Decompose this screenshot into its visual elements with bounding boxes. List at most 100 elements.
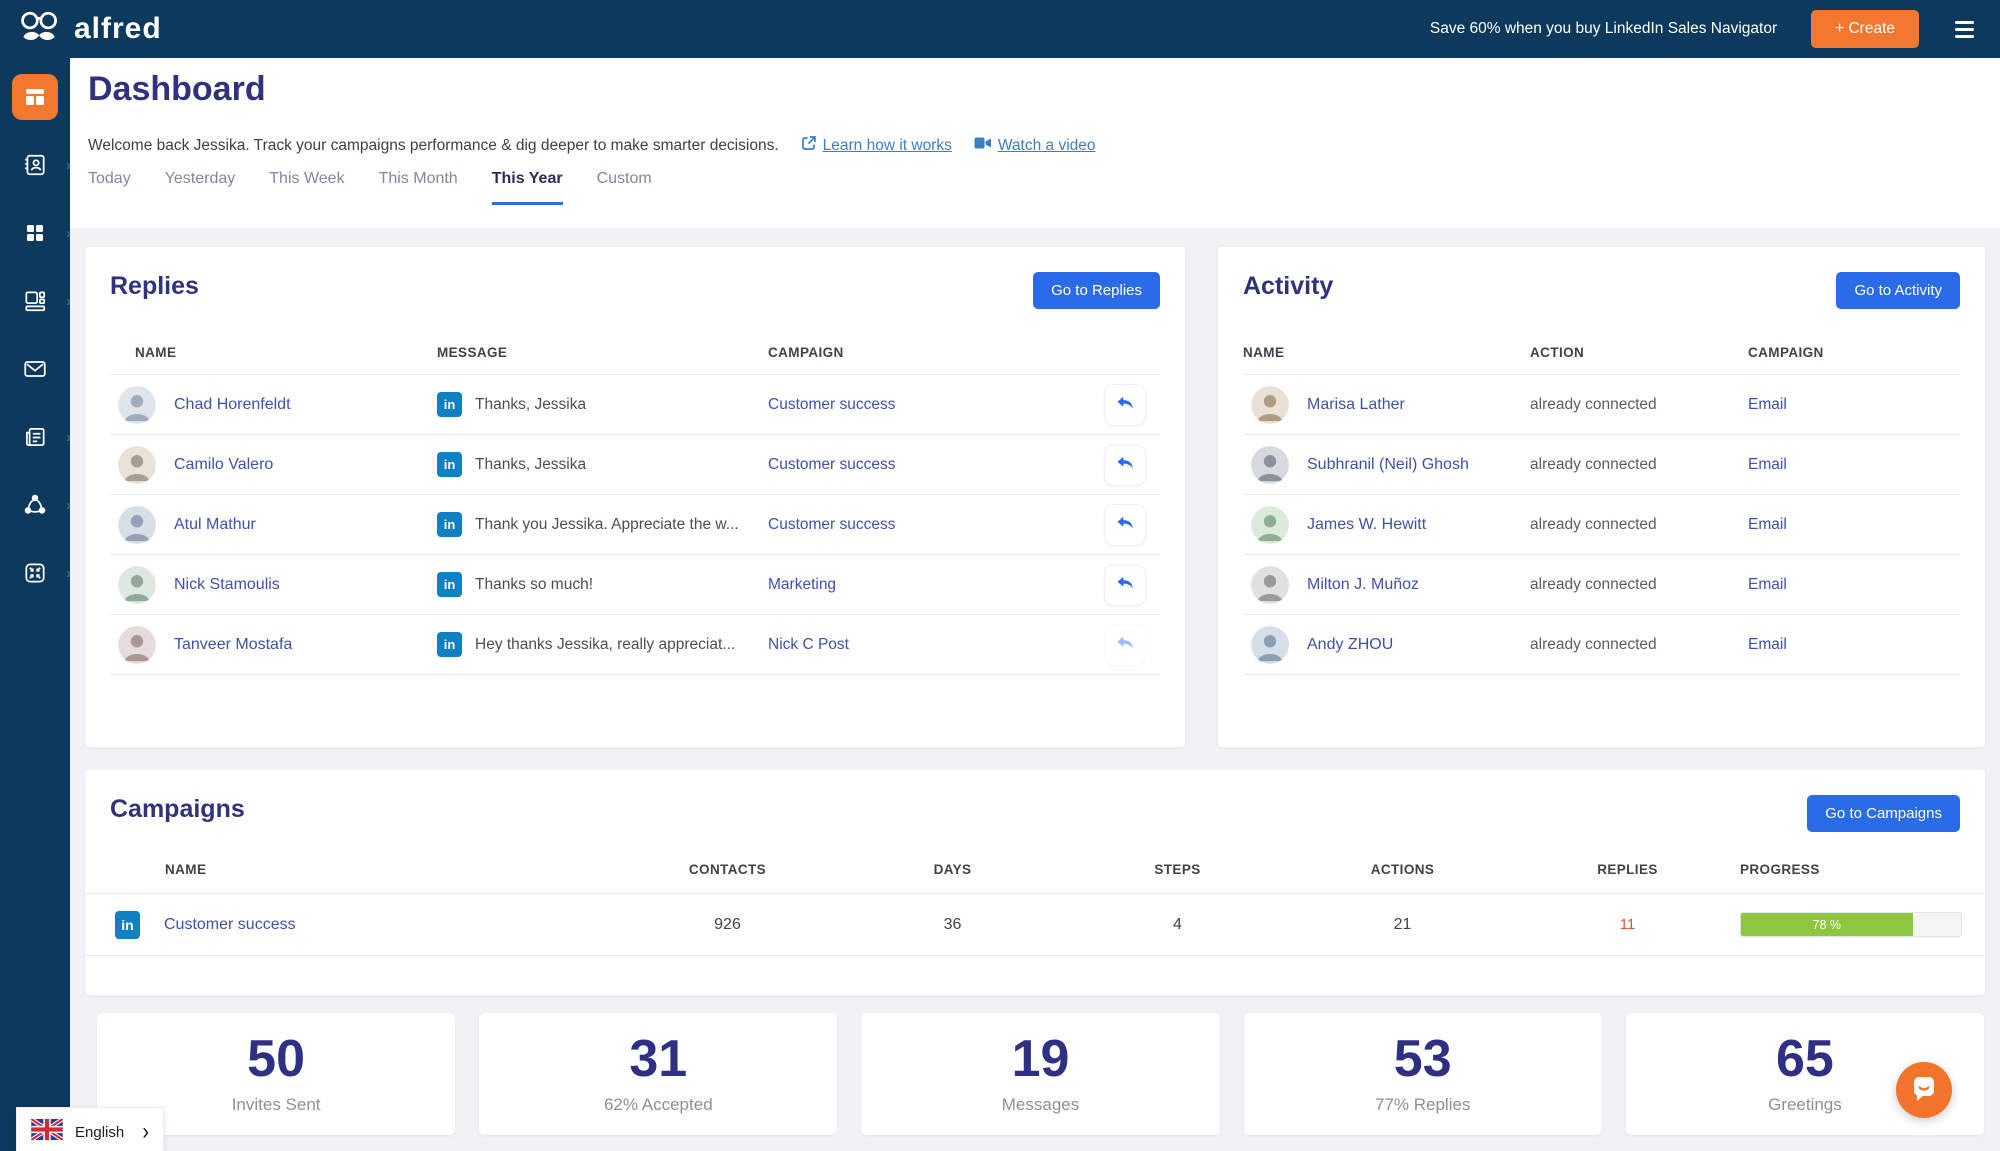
avatar <box>1251 505 1289 544</box>
promo-banner: Save 60% when you buy LinkedIn Sales Nav… <box>1429 20 1778 37</box>
sidebar-item-network[interactable]: › <box>12 482 71 528</box>
replies-count: 11 <box>1619 916 1636 933</box>
contact-name-link[interactable]: James W. Hewitt <box>1307 515 1427 533</box>
message-text: Thanks, Jessika <box>475 455 587 473</box>
campaign-link[interactable]: Customer success <box>768 455 896 473</box>
campaign-name-link[interactable]: Customer success <box>164 915 296 933</box>
tab-yesterday[interactable]: Yesterday <box>164 170 236 187</box>
reply-arrow-icon <box>1115 393 1135 416</box>
tab-today[interactable]: Today <box>88 170 131 187</box>
language-selector[interactable]: English › <box>16 1107 164 1151</box>
reply-button[interactable] <box>1104 563 1146 606</box>
sidebar-item-integrations[interactable]: › <box>12 550 71 596</box>
column-header-days: DAYS <box>933 862 972 877</box>
chevron-right-icon: › <box>66 293 71 310</box>
contact-name-link[interactable]: Milton J. Muñoz <box>1307 575 1420 593</box>
campaign-link[interactable]: Customer success <box>768 395 896 413</box>
contact-name-link[interactable]: Chad Horenfeldt <box>174 395 291 413</box>
stat-label: 62% Accepted <box>603 1095 713 1114</box>
create-button[interactable]: + Create <box>1811 10 1919 48</box>
templates-icon <box>22 288 48 314</box>
sidebar-item-templates[interactable]: › <box>12 278 71 324</box>
reply-button[interactable] <box>1104 383 1146 426</box>
avatar <box>1251 625 1289 664</box>
uk-flag-icon <box>30 1117 64 1145</box>
sidebar-item-dashboard[interactable] <box>12 74 58 120</box>
table-row[interactable]: Andy ZHOU already connected Email <box>1243 615 1960 675</box>
inbox-icon <box>22 356 48 382</box>
reply-button[interactable] <box>1104 443 1146 486</box>
contact-name-link[interactable]: Nick Stamoulis <box>174 575 280 593</box>
campaigns-icon <box>23 221 47 245</box>
app-logo[interactable]: alfred <box>18 8 162 51</box>
table-row[interactable]: James W. Hewitt already connected Email <box>1243 495 1960 555</box>
contact-name-link[interactable]: Atul Mathur <box>174 515 256 533</box>
reply-button[interactable] <box>1104 623 1146 666</box>
table-row[interactable]: Tanveer Mostafa in Hey thanks Jessika, r… <box>110 615 1160 675</box>
table-row[interactable]: Subhranil (Neil) Ghosh already connected… <box>1243 435 1960 495</box>
campaign-link[interactable]: Email <box>1748 635 1787 653</box>
avatar <box>118 625 156 664</box>
tab-this-week[interactable]: This Week <box>269 170 345 187</box>
table-row[interactable]: Camilo Valero in Thanks, Jessika Custome… <box>110 435 1160 495</box>
linkedin-icon: in <box>437 632 462 657</box>
contact-name-link[interactable]: Marisa Lather <box>1307 395 1405 413</box>
reply-button[interactable] <box>1104 503 1146 546</box>
table-row[interactable]: Chad Horenfeldt in Thanks, Jessika Custo… <box>110 375 1160 435</box>
table-row[interactable]: Atul Mathur in Thank you Jessika. Apprec… <box>110 495 1160 555</box>
watch-video-link[interactable]: Watch a video <box>974 136 1096 155</box>
campaign-link[interactable]: Email <box>1748 395 1787 413</box>
table-row[interactable]: Marisa Lather already connected Email <box>1243 375 1960 435</box>
campaign-link[interactable]: Email <box>1748 515 1787 533</box>
tab-this-month[interactable]: This Month <box>378 170 458 187</box>
campaign-link[interactable]: Email <box>1748 575 1787 593</box>
contact-name-link[interactable]: Andy ZHOU <box>1307 635 1394 653</box>
go-to-replies-button[interactable]: Go to Replies <box>1033 272 1160 309</box>
stat-label: Messages <box>1001 1095 1080 1114</box>
go-to-campaigns-button[interactable]: Go to Campaigns <box>1807 795 1960 832</box>
reports-icon <box>22 424 48 450</box>
campaign-link[interactable]: Email <box>1748 455 1787 473</box>
table-row[interactable]: in Customer success 926 36 4 21 11 78 % <box>85 894 1985 956</box>
learn-how-link[interactable]: Learn how it works <box>801 135 952 156</box>
column-header-action: ACTION <box>1530 345 1585 360</box>
dashboard-icon <box>23 85 47 109</box>
table-row[interactable]: Milton J. Muñoz already connected Email <box>1243 555 1960 615</box>
sidebar-item-contacts[interactable]: › <box>12 142 71 188</box>
column-header-name: NAME <box>165 862 207 877</box>
contacts-value: 926 <box>714 915 741 933</box>
external-link-icon <box>801 135 817 156</box>
contacts-icon <box>22 152 48 178</box>
activity-title: Activity <box>1243 272 1334 300</box>
stat-value: 31 <box>629 1030 688 1088</box>
language-label: English <box>75 1123 125 1141</box>
chat-widget-button[interactable] <box>1896 1062 1952 1118</box>
campaign-link[interactable]: Customer success <box>768 515 896 533</box>
menu-icon[interactable] <box>1955 20 1974 38</box>
stat-label: Invites Sent <box>231 1095 321 1114</box>
table-row[interactable]: Nick Stamoulis in Thanks so much! Market… <box>110 555 1160 615</box>
stat-label: Greetings <box>1768 1095 1842 1114</box>
action-text: already connected <box>1530 395 1657 413</box>
sidebar-item-inbox[interactable] <box>12 346 58 392</box>
contact-name-link[interactable]: Subhranil (Neil) Ghosh <box>1307 455 1469 473</box>
date-range-tabs: Today Yesterday This Week This Month Thi… <box>88 170 652 205</box>
chevron-right-icon: › <box>66 565 71 582</box>
go-to-activity-button[interactable]: Go to Activity <box>1836 272 1960 309</box>
campaign-link[interactable]: Nick C Post <box>768 635 849 653</box>
tab-this-year[interactable]: This Year <box>491 170 563 205</box>
contact-name-link[interactable]: Tanveer Mostafa <box>174 635 293 653</box>
reply-arrow-icon <box>1115 453 1135 476</box>
tab-custom[interactable]: Custom <box>596 170 652 187</box>
sidebar-item-reports[interactable]: › <box>12 414 71 460</box>
campaign-link[interactable]: Marketing <box>768 575 837 593</box>
stat-card-replies: 53 77% Replies <box>1243 1013 1602 1135</box>
actions-value: 21 <box>1393 915 1412 933</box>
contact-name-link[interactable]: Camilo Valero <box>174 455 274 473</box>
message-text: Thanks so much! <box>475 575 594 593</box>
avatar <box>118 385 156 424</box>
stat-value: 19 <box>1011 1030 1070 1088</box>
message-text: Thank you Jessika. Appreciate the w... <box>475 515 739 533</box>
sidebar-item-campaigns[interactable]: › <box>12 210 71 256</box>
page-title: Dashboard <box>88 70 266 108</box>
